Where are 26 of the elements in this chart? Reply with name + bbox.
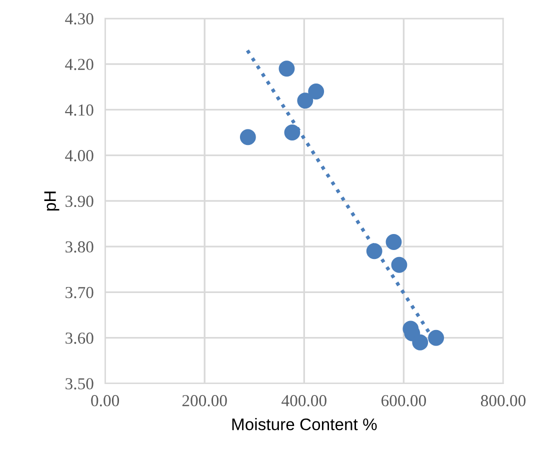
point [366,243,382,260]
x-tick-label: 800.00 [480,395,526,406]
point [412,334,428,350]
x-tick-label: 600.00 [381,395,426,406]
x-tick-label: 400.00 [282,395,326,406]
y-tick-label: 3.90 [66,196,94,207]
y-tick-label: 3.70 [66,286,94,298]
y-tick-label: 3.60 [66,332,94,344]
y-tick-label: 3.80 [66,241,94,253]
point [391,256,408,273]
y-tick-label: 4.10 [65,104,94,116]
point [428,330,444,346]
point [308,84,324,100]
x-axis-title: Moisture Content % [232,418,377,430]
y-tick-label: 4.00 [65,150,94,162]
x-tick-label: 200.00 [182,395,227,406]
x-tick-label: 0.00 [91,395,120,406]
point [386,234,402,250]
y-tick-label: 4.20 [65,58,94,70]
point [240,129,256,146]
y-axis-title: pH [44,192,60,211]
point [284,124,300,141]
y-tick-label: 4.30 [65,13,94,24]
y-tick-label: 3.50 [66,378,94,390]
point [278,60,295,77]
point [297,92,314,109]
